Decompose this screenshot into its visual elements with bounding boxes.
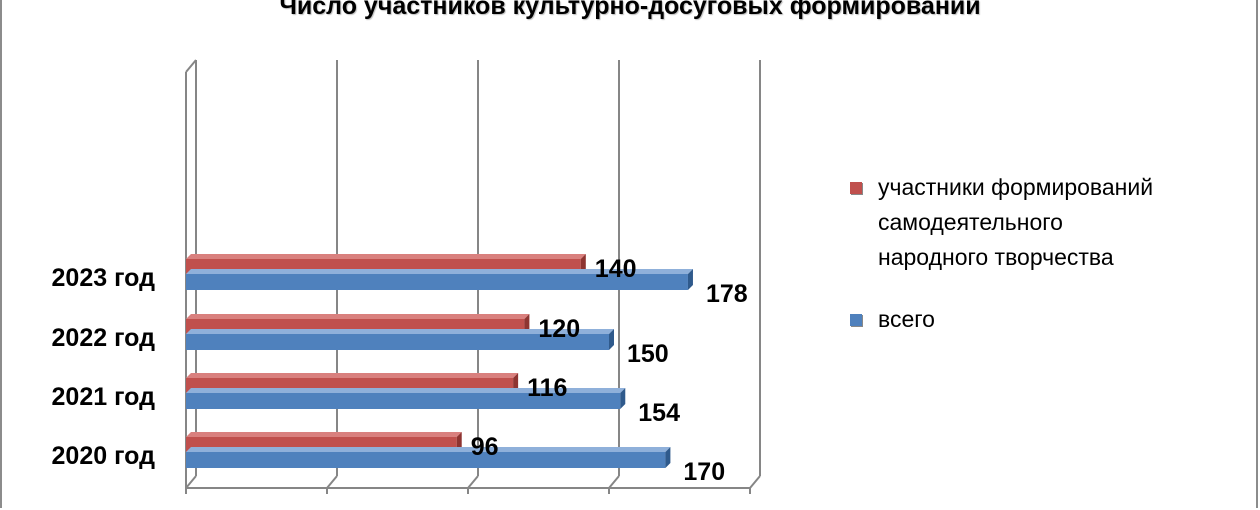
data-label-participants: 120 — [538, 315, 580, 343]
legend-swatch-total — [850, 314, 862, 326]
data-label-total: 150 — [627, 340, 669, 368]
total-bar — [186, 274, 688, 290]
total-bar-top — [186, 388, 626, 393]
total-bar-top — [186, 269, 693, 274]
legend-label-total: всего — [878, 306, 935, 332]
category-label: 2020 год — [52, 442, 156, 470]
category-label: 2022 год — [52, 324, 156, 352]
floor-gridline — [608, 475, 620, 489]
total-bar — [186, 452, 666, 468]
chart-title: Число участников культурно-досуговых фор… — [279, 0, 981, 20]
legend-label-participants: участники формирований самодеятельного н… — [878, 170, 1153, 275]
floor-gridline — [749, 475, 761, 489]
left-wall-top — [185, 59, 197, 73]
floor-gridline — [326, 475, 338, 489]
legend-label-line-1: участники формирований — [878, 174, 1154, 200]
data-label-participants: 116 — [527, 374, 567, 402]
total-bar-end — [609, 329, 614, 350]
participants-bar-top — [186, 314, 530, 319]
legend-swatch-participants — [850, 182, 862, 194]
floor-gridline — [185, 475, 197, 489]
total-bar-top — [186, 447, 671, 452]
participants-bar-top — [186, 254, 586, 259]
total-bar-end — [687, 269, 693, 290]
participants-bar-top — [186, 432, 462, 437]
total-bar-end — [620, 388, 626, 409]
data-label-participants: 96 — [471, 433, 499, 461]
total-bar — [186, 393, 621, 409]
data-label-total: 154 — [638, 399, 680, 427]
legend-label-line-3: народного творчества — [878, 244, 1114, 270]
data-label-participants: 140 — [595, 255, 637, 283]
category-label: 2023 год — [52, 264, 156, 292]
total-bar — [186, 334, 609, 350]
total-bar-end — [665, 447, 671, 468]
data-label-total: 178 — [706, 280, 748, 308]
total-bar-top — [186, 329, 614, 334]
floor-gridline — [467, 475, 479, 489]
legend-label-line-2: самодеятельного — [878, 209, 1063, 235]
category-label: 2021 год — [52, 383, 156, 411]
participants-bar-top — [186, 373, 519, 378]
data-label-total: 170 — [683, 458, 725, 486]
